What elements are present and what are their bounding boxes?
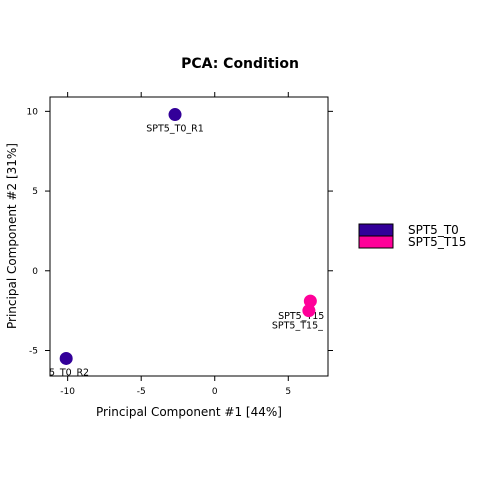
x-axis-label: Principal Component #1 [44%]	[96, 405, 282, 419]
x-tick-label: 0	[212, 387, 218, 397]
y-tick-label: 5	[32, 187, 38, 197]
x-tick-label: 5	[285, 387, 291, 397]
x-tick-label: -10	[60, 387, 75, 397]
y-axis: -5 0 5 10	[27, 107, 333, 356]
y-tick-label: 0	[32, 267, 38, 277]
data-point-1-1	[168, 108, 182, 122]
data-point-label: SPT5_T15	[278, 311, 324, 322]
legend-label: SPT5_T15	[408, 235, 466, 249]
legend-swatch	[358, 223, 394, 237]
y-tick-label: 10	[27, 107, 39, 117]
plot-frame	[49, 96, 329, 377]
x-tick-label: -5	[137, 387, 146, 397]
data-point-1-2	[59, 351, 73, 365]
data-point-label: SPT5_T0_R1	[146, 124, 204, 135]
y-axis-label: Principal Component #2 [31%]	[5, 143, 19, 329]
chart-title: PCA: Condition	[181, 56, 299, 72]
legend-swatch	[358, 235, 394, 249]
y-tick-label: -5	[29, 346, 38, 356]
legend-label: SPT5_T0	[408, 223, 459, 237]
data-point-label: SPT5_T15_	[272, 321, 323, 332]
data-point-label: T5_T0_R2	[42, 367, 89, 378]
data-point-2-2	[302, 304, 316, 318]
x-axis: -10 -5 0 5	[60, 92, 291, 397]
